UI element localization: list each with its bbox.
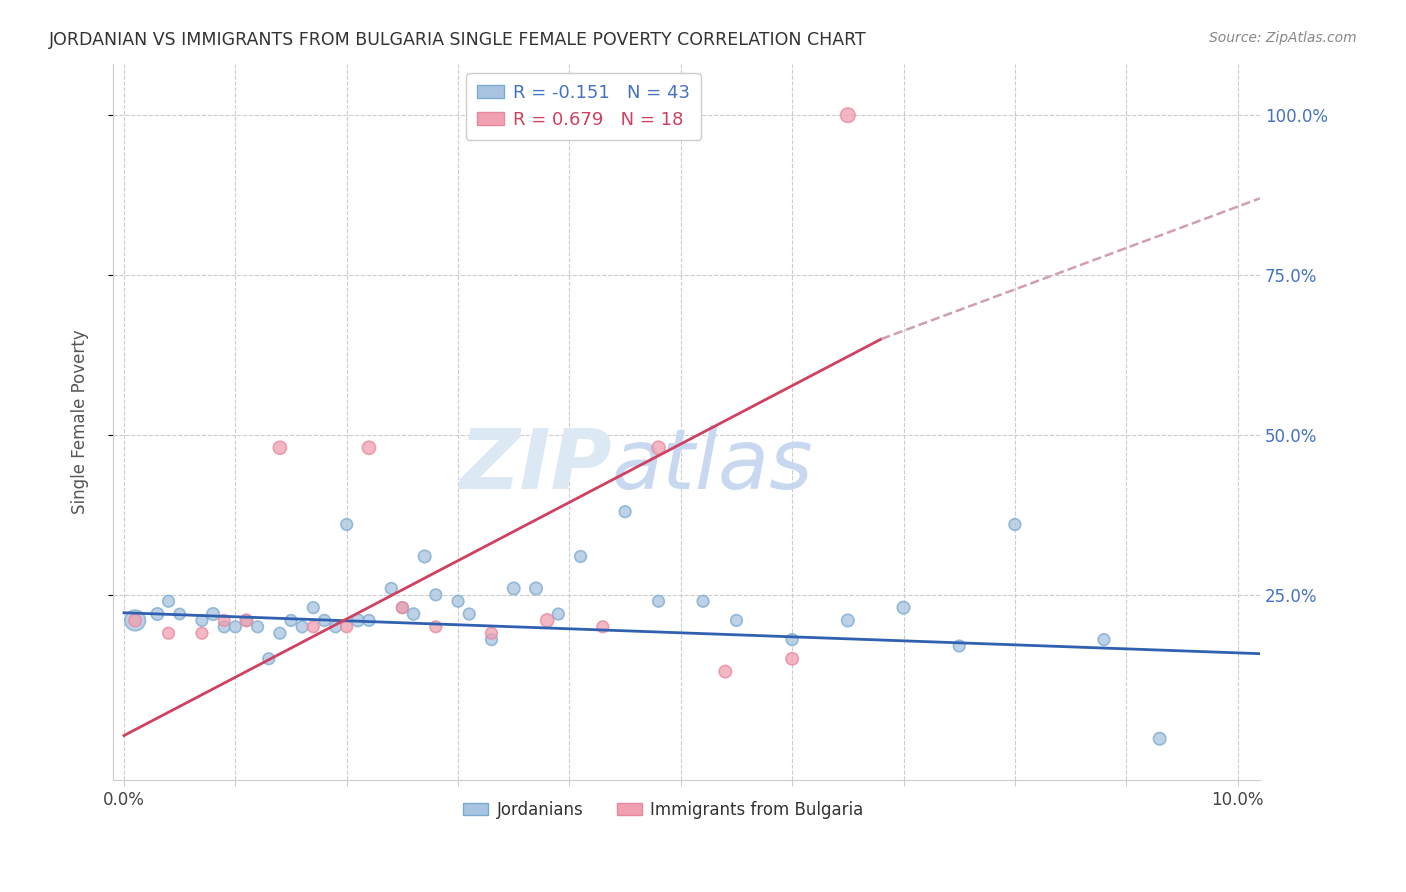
Point xyxy=(212,614,235,628)
Point xyxy=(893,600,915,615)
Point xyxy=(725,614,748,628)
Point xyxy=(481,626,503,640)
Point xyxy=(269,626,291,640)
Point xyxy=(124,614,146,628)
Text: Source: ZipAtlas.com: Source: ZipAtlas.com xyxy=(1209,31,1357,45)
Point xyxy=(357,441,380,455)
Point xyxy=(235,614,257,628)
Point xyxy=(191,626,214,640)
Point xyxy=(592,620,614,634)
Point xyxy=(325,620,347,634)
Point xyxy=(169,607,191,621)
Point xyxy=(391,600,413,615)
Point xyxy=(391,600,413,615)
Point xyxy=(302,600,325,615)
Point xyxy=(692,594,714,608)
Point xyxy=(780,652,803,666)
Point xyxy=(347,614,370,628)
Point xyxy=(224,620,246,634)
Point xyxy=(291,620,314,634)
Point xyxy=(314,614,336,628)
Point xyxy=(380,582,402,596)
Point xyxy=(502,582,524,596)
Point xyxy=(714,665,737,679)
Text: ZIP: ZIP xyxy=(460,425,612,506)
Point xyxy=(1004,517,1026,532)
Point xyxy=(614,505,637,519)
Point xyxy=(257,652,280,666)
Point xyxy=(413,549,436,564)
Point xyxy=(402,607,425,621)
Point xyxy=(357,614,380,628)
Point xyxy=(235,614,257,628)
Point xyxy=(124,614,146,628)
Point xyxy=(481,632,503,647)
Legend: Jordanians, Immigrants from Bulgaria: Jordanians, Immigrants from Bulgaria xyxy=(457,795,870,826)
Point xyxy=(647,441,669,455)
Point xyxy=(336,620,359,634)
Text: atlas: atlas xyxy=(612,425,814,506)
Point xyxy=(780,632,803,647)
Point xyxy=(246,620,269,634)
Point xyxy=(536,614,558,628)
Point xyxy=(302,620,325,634)
Point xyxy=(524,582,547,596)
Y-axis label: Single Female Poverty: Single Female Poverty xyxy=(72,330,89,515)
Point xyxy=(280,614,302,628)
Point xyxy=(837,108,859,122)
Point xyxy=(948,639,970,653)
Point xyxy=(425,588,447,602)
Point xyxy=(212,620,235,634)
Point xyxy=(458,607,481,621)
Point xyxy=(269,441,291,455)
Point xyxy=(146,607,169,621)
Point xyxy=(191,614,214,628)
Point xyxy=(202,607,225,621)
Point xyxy=(547,607,569,621)
Point xyxy=(336,517,359,532)
Point xyxy=(837,614,859,628)
Point xyxy=(569,549,592,564)
Point xyxy=(157,626,180,640)
Point xyxy=(447,594,470,608)
Point xyxy=(647,594,669,608)
Point xyxy=(1092,632,1115,647)
Text: JORDANIAN VS IMMIGRANTS FROM BULGARIA SINGLE FEMALE POVERTY CORRELATION CHART: JORDANIAN VS IMMIGRANTS FROM BULGARIA SI… xyxy=(49,31,868,49)
Point xyxy=(425,620,447,634)
Point xyxy=(1149,731,1171,746)
Point xyxy=(157,594,180,608)
